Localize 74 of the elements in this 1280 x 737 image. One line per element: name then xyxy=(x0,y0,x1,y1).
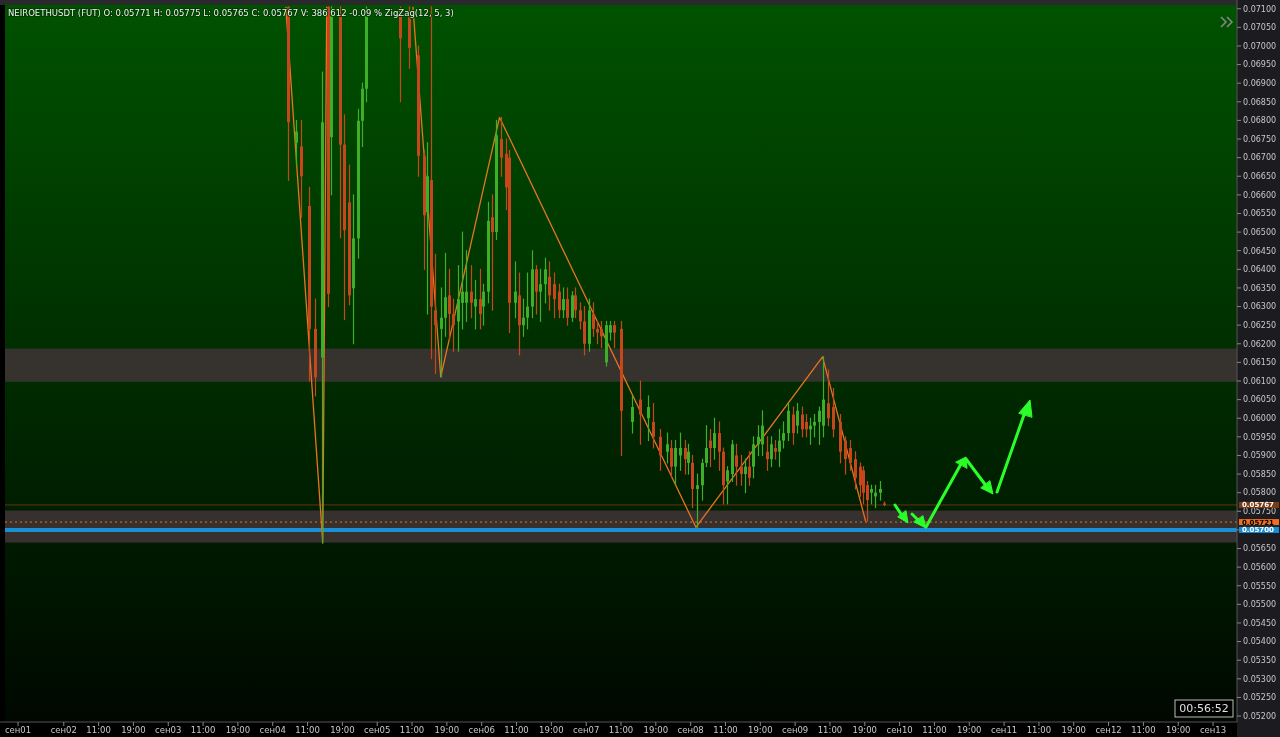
y-tick-label: 0.06000 xyxy=(1243,414,1277,424)
x-tick-label: сен09 xyxy=(781,725,809,735)
x-tick-label: сен03 xyxy=(155,725,182,735)
y-tick-label: 0.06650 xyxy=(1243,172,1277,182)
x-tick-label: 19:00 xyxy=(539,725,564,735)
x-tick-label: сен05 xyxy=(364,725,391,735)
y-tick-label: 0.06450 xyxy=(1243,246,1277,256)
x-tick-label: сен02 xyxy=(50,725,77,735)
y-tick-label: 0.06100 xyxy=(1243,376,1277,386)
x-tick-label: 19:00 xyxy=(957,725,982,735)
x-tick-label: 11:00 xyxy=(295,725,320,735)
y-tick-label: 0.05350 xyxy=(1243,656,1277,665)
y-tick-label: 0.05750 xyxy=(1243,507,1277,517)
x-tick-label: 11:00 xyxy=(922,725,947,735)
x-tick-label: 19:00 xyxy=(330,725,355,735)
x-tick-label: 19:00 xyxy=(852,725,878,735)
y-tick-label: 0.05650 xyxy=(1243,544,1277,554)
y-tick-label: 0.06050 xyxy=(1243,395,1277,405)
x-tick-label: 11:00 xyxy=(817,725,843,735)
y-tick-label: 0.05600 xyxy=(1243,562,1277,572)
x-tick-label: 19:00 xyxy=(1061,725,1086,735)
y-tick-label: 0.05400 xyxy=(1243,637,1277,647)
y-tick-label: 0.06750 xyxy=(1243,134,1277,144)
y-tick-label: 0.05900 xyxy=(1243,451,1277,461)
y-tick-label: 0.05300 xyxy=(1243,674,1277,684)
y-tick-label: 0.06500 xyxy=(1243,227,1277,237)
y-tick-label: 0.06400 xyxy=(1243,265,1277,275)
y-tick-label: 0.06600 xyxy=(1243,190,1277,200)
y-tick-label: 0.06850 xyxy=(1243,97,1277,107)
y-tick-label: 0.06800 xyxy=(1243,116,1277,126)
y-tick-label: 0.06900 xyxy=(1243,78,1277,88)
x-tick-label: 19:00 xyxy=(121,725,146,735)
y-tick-label: 0.05850 xyxy=(1243,469,1277,479)
y-tick-label: 0.07100 xyxy=(1243,4,1277,14)
x-tick-label: 11:00 xyxy=(1026,725,1052,735)
x-tick-label: 11:00 xyxy=(608,725,634,735)
x-tick-label: сен12 xyxy=(1095,725,1122,735)
y-tick-label: 0.06950 xyxy=(1243,60,1277,70)
y-tick-label: 0.05250 xyxy=(1243,693,1277,703)
y-tick-label: 0.06150 xyxy=(1243,358,1277,368)
y-tick-label: 0.06250 xyxy=(1243,320,1277,330)
y-tick-label: 0.06350 xyxy=(1243,283,1277,293)
y-tick-label: 0.07000 xyxy=(1243,41,1277,51)
y-tick-label: 0.05500 xyxy=(1243,600,1277,610)
x-tick-label: сен13 xyxy=(1199,725,1227,735)
y-tick-label: 0.06300 xyxy=(1243,302,1277,312)
x-tick-label: 19:00 xyxy=(225,725,251,735)
x-tick-label: 19:00 xyxy=(643,725,669,735)
x-tick-label: 11:00 xyxy=(190,725,216,735)
y-tick-label: 0.05800 xyxy=(1243,488,1277,498)
x-tick-label: 11:00 xyxy=(399,725,425,735)
y-tick-label: 0.05550 xyxy=(1243,581,1277,591)
x-tick-label: 11:00 xyxy=(713,725,738,735)
y-tick-label: 0.06700 xyxy=(1243,153,1277,163)
x-tick-label: 11:00 xyxy=(504,725,529,735)
x-tick-label: сен08 xyxy=(677,725,704,735)
x-tick-label: сен04 xyxy=(259,725,286,735)
y-tick-label: 0.05950 xyxy=(1243,432,1277,442)
x-tick-label: сен01 xyxy=(4,725,32,735)
y-tick-label: 0.05450 xyxy=(1243,618,1277,628)
x-tick-label: сен07 xyxy=(573,725,600,735)
x-tick-label: 19:00 xyxy=(1165,725,1191,735)
y-tick-label: 0.05200 xyxy=(1243,711,1277,721)
y-tick-label: 0.06200 xyxy=(1243,339,1277,349)
x-tick-label: 19:00 xyxy=(434,725,460,735)
x-tick-label: сен11 xyxy=(990,725,1018,735)
x-tick-label: 11:00 xyxy=(1131,725,1156,735)
x-tick-label: сен06 xyxy=(468,725,495,735)
x-tick-label: сен10 xyxy=(886,725,913,735)
x-tick-label: 11:00 xyxy=(86,725,111,735)
x-tick-label: 19:00 xyxy=(748,725,773,735)
y-tick-label: 0.06550 xyxy=(1243,209,1277,219)
annotation: 00:56:52 xyxy=(1179,702,1229,715)
y-tick-label: 0.07050 xyxy=(1243,23,1277,33)
